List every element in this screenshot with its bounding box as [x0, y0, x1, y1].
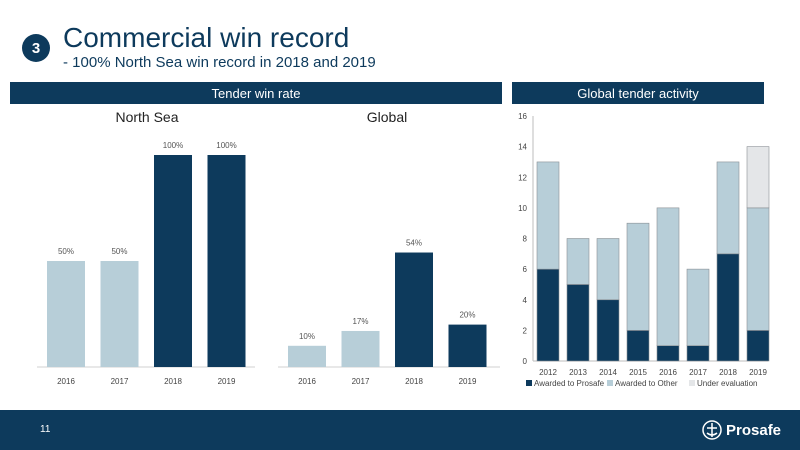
tender-legend-swatch — [526, 380, 532, 386]
tender-y-tick-label: 12 — [518, 173, 527, 182]
tender-legend-label: Awarded to Other — [615, 379, 678, 388]
global-chart-title: Global — [367, 109, 407, 125]
tender-y-tick-label: 16 — [518, 112, 527, 121]
tender-y-tick-label: 14 — [518, 143, 527, 152]
tender-x-tick-label: 2013 — [569, 368, 587, 377]
north-sea-win-rate-chart: North Sea 50% 2016 50% 2017 100% 2018 100% 2019 — [37, 109, 255, 386]
page-title: Commercial win record — [63, 22, 350, 53]
tender-bar-segment — [716, 253, 740, 362]
north-sea-bar — [100, 261, 139, 367]
tender-y-tick-label: 0 — [523, 357, 528, 366]
global-data-label: 20% — [459, 311, 475, 320]
north-sea-data-label: 100% — [216, 141, 236, 150]
tender-win-rate-label: Tender win rate — [211, 85, 301, 101]
north-sea-x-tick-label: 2016 — [57, 377, 75, 386]
tender-win-rate-banner: Tender win rate — [10, 82, 502, 104]
page-number: 11 — [40, 424, 51, 435]
north-sea-bar — [154, 155, 192, 367]
global-bar — [395, 252, 433, 367]
global-data-label: 17% — [352, 317, 368, 326]
footer-bar: 11 Prosafe — [0, 410, 800, 450]
north-sea-chart-title: North Sea — [115, 109, 178, 125]
tender-x-tick-label: 2015 — [629, 368, 647, 377]
tender-y-tick-label: 10 — [518, 204, 527, 213]
tender-x-tick-label: 2012 — [539, 368, 557, 377]
page-subtitle: - 100% North Sea win record in 2018 and … — [63, 54, 376, 71]
prosafe-logo-icon — [702, 420, 722, 440]
north-sea-bar — [207, 155, 246, 367]
global-bar — [448, 324, 487, 367]
north-sea-data-label: 100% — [163, 141, 183, 150]
north-sea-x-tick-label: 2017 — [111, 377, 129, 386]
tender-bar-segment — [716, 161, 740, 255]
tender-y-tick-label: 2 — [523, 326, 528, 335]
tender-bar-segment — [686, 345, 710, 362]
global-x-tick-label: 2018 — [405, 377, 423, 386]
tender-y-tick-label: 8 — [523, 235, 528, 244]
global-bar — [288, 345, 326, 367]
global-tender-activity-chart: 0 2 4 6 8 10 12 14 16 2012 2013 2014 2015 2016 2017 201… — [518, 112, 770, 388]
tender-bar-segment — [746, 330, 770, 362]
tender-legend-swatch — [607, 380, 613, 386]
tender-legend-swatch — [689, 380, 695, 386]
north-sea-data-label: 50% — [111, 247, 127, 256]
tender-bar-segment — [566, 238, 590, 285]
tender-legend-label: Awarded to Prosafe — [534, 379, 605, 388]
global-data-label: 54% — [406, 239, 422, 248]
global-bar — [341, 330, 380, 367]
north-sea-x-tick-label: 2019 — [218, 377, 236, 386]
tender-x-tick-label: 2016 — [659, 368, 677, 377]
tender-bar-segment — [536, 161, 560, 270]
section-number-badge: 3 — [22, 34, 50, 62]
tender-bar-segment — [686, 268, 710, 346]
tender-y-tick-label: 6 — [523, 265, 528, 274]
north-sea-x-tick-label: 2018 — [164, 377, 182, 386]
tender-bar-segment — [596, 238, 620, 301]
global-tender-activity-banner: Global tender activity — [512, 82, 764, 104]
tender-legend-label: Under evaluation — [697, 379, 757, 388]
north-sea-data-label: 50% — [58, 247, 74, 256]
tender-x-tick-label: 2019 — [749, 368, 767, 377]
tender-bar-segment — [596, 299, 620, 362]
tender-bar-segment — [626, 222, 650, 331]
tender-bar-segment — [746, 207, 770, 331]
global-x-tick-label: 2017 — [352, 377, 370, 386]
tender-bar-segment — [656, 207, 680, 346]
tender-x-tick-label: 2014 — [599, 368, 617, 377]
global-data-label: 10% — [299, 332, 315, 341]
global-x-tick-label: 2016 — [298, 377, 316, 386]
tender-bar-segment — [746, 146, 770, 209]
global-x-tick-label: 2019 — [459, 377, 477, 386]
tender-bar-segment — [626, 330, 650, 362]
prosafe-logo: Prosafe — [702, 420, 781, 440]
tender-y-tick-label: 4 — [523, 296, 528, 305]
tender-x-tick-label: 2017 — [689, 368, 707, 377]
brand-name: Prosafe — [726, 421, 782, 439]
global-win-rate-chart: Global 10% 2016 17% 2017 54% 2018 20% 2019 — [278, 109, 500, 386]
tender-x-tick-label: 2018 — [719, 368, 737, 377]
tender-bar-segment — [536, 268, 560, 362]
north-sea-bar — [47, 261, 85, 367]
tender-bar-segment — [656, 345, 680, 362]
global-tender-activity-label: Global tender activity — [577, 85, 699, 101]
tender-bar-segment — [566, 284, 590, 362]
